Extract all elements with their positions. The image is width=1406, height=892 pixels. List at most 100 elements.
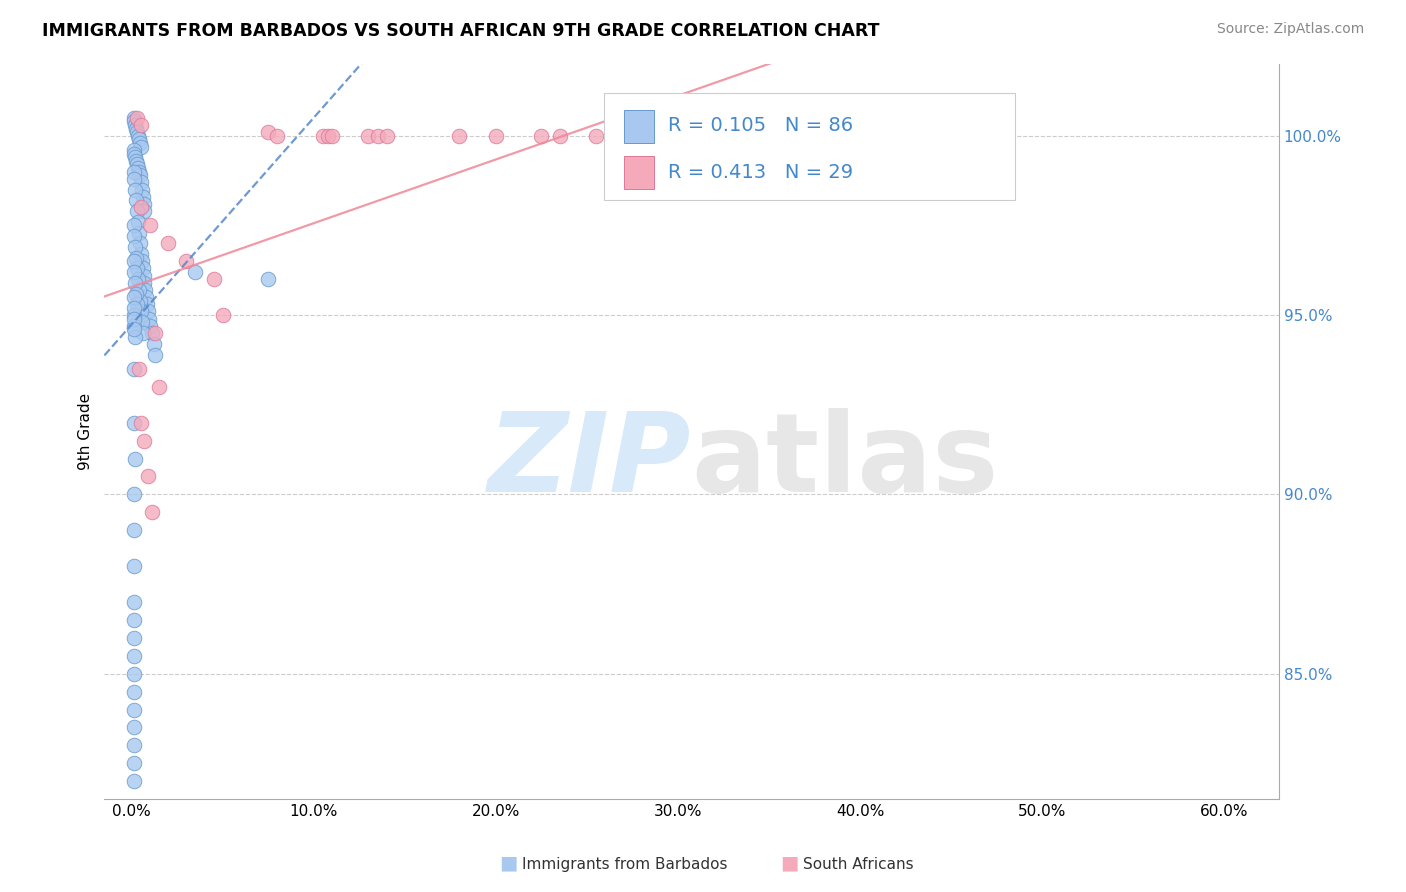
Text: IMMIGRANTS FROM BARBADOS VS SOUTH AFRICAN 9TH GRADE CORRELATION CHART: IMMIGRANTS FROM BARBADOS VS SOUTH AFRICA… — [42, 22, 880, 40]
Point — [128, 226, 150, 240]
Point — [530, 128, 553, 143]
Point — [124, 595, 146, 609]
Point — [176, 254, 198, 268]
Point — [124, 451, 146, 466]
Point — [125, 251, 148, 265]
Point — [211, 308, 233, 322]
Point — [125, 121, 148, 136]
Bar — [623, 156, 654, 189]
Point — [136, 304, 159, 318]
Point — [141, 505, 163, 519]
Point — [145, 347, 167, 361]
Point — [127, 161, 149, 175]
Point — [129, 139, 152, 153]
Point — [124, 265, 146, 279]
Point — [129, 247, 152, 261]
Point — [134, 434, 156, 448]
Text: R = 0.413   N = 29: R = 0.413 N = 29 — [668, 162, 853, 182]
Point — [125, 194, 148, 208]
Point — [127, 261, 149, 276]
Point — [122, 164, 145, 178]
Point — [122, 143, 145, 157]
Point — [124, 150, 146, 164]
Point — [127, 111, 149, 125]
Point — [976, 128, 998, 143]
Point — [129, 175, 152, 189]
Point — [128, 132, 150, 146]
Point — [124, 276, 146, 290]
Point — [138, 311, 160, 326]
Point — [485, 128, 508, 143]
Point — [139, 318, 162, 333]
Point — [124, 229, 146, 244]
Point — [124, 318, 146, 333]
Point — [124, 146, 146, 161]
Point — [122, 684, 145, 698]
Point — [145, 326, 167, 340]
Point — [122, 613, 145, 627]
Point — [131, 315, 153, 329]
Point — [129, 304, 152, 318]
Point — [128, 362, 150, 376]
Text: atlas: atlas — [692, 408, 1000, 515]
Point — [257, 272, 280, 286]
Point — [127, 204, 149, 219]
Point — [125, 286, 148, 301]
Point — [449, 128, 471, 143]
Point — [124, 240, 146, 254]
Point — [122, 254, 145, 268]
Bar — [623, 110, 654, 143]
Point — [128, 136, 150, 150]
Point — [127, 128, 149, 143]
Point — [122, 666, 145, 681]
Point — [124, 114, 146, 128]
Point — [128, 283, 150, 297]
Text: ■: ■ — [499, 854, 517, 872]
Point — [257, 125, 280, 139]
Point — [127, 297, 149, 311]
Text: ■: ■ — [780, 854, 799, 872]
Point — [202, 272, 225, 286]
Point — [124, 416, 146, 430]
Text: South Africans: South Africans — [803, 857, 914, 872]
Point — [367, 128, 389, 143]
Point — [357, 128, 380, 143]
Point — [318, 128, 340, 143]
Point — [124, 523, 146, 537]
Point — [127, 272, 149, 286]
Point — [134, 204, 156, 219]
Point — [122, 362, 145, 376]
FancyBboxPatch shape — [603, 94, 1015, 200]
Point — [131, 190, 153, 204]
Point — [129, 416, 152, 430]
Point — [122, 290, 145, 304]
Point — [122, 322, 145, 336]
Point — [122, 219, 145, 233]
Point — [122, 721, 145, 735]
Point — [131, 183, 153, 197]
Point — [135, 290, 157, 304]
Y-axis label: 9th Grade: 9th Grade — [79, 393, 93, 470]
Point — [124, 631, 146, 645]
Point — [148, 380, 170, 394]
Point — [122, 308, 145, 322]
Point — [157, 236, 180, 251]
Point — [122, 774, 145, 789]
Point — [127, 215, 149, 229]
Text: ZIP: ZIP — [488, 408, 692, 515]
Point — [585, 128, 607, 143]
Point — [122, 756, 145, 771]
Point — [131, 261, 153, 276]
Point — [129, 201, 152, 215]
Point — [134, 276, 156, 290]
Point — [122, 559, 145, 574]
Point — [131, 254, 153, 268]
Point — [122, 487, 145, 501]
Point — [312, 128, 335, 143]
Point — [128, 164, 150, 178]
Point — [125, 153, 148, 168]
Point — [124, 118, 146, 132]
Point — [124, 329, 146, 343]
Point — [128, 293, 150, 308]
Point — [139, 219, 162, 233]
